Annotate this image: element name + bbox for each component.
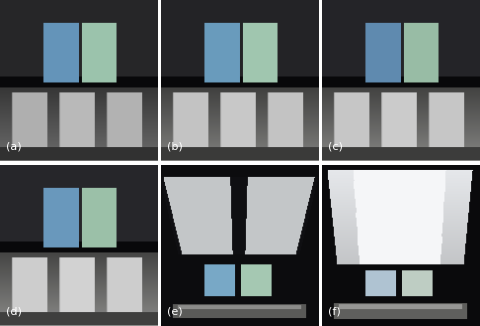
Text: (d): (d)	[6, 306, 22, 316]
Text: (c): (c)	[328, 142, 343, 152]
Text: (b): (b)	[168, 142, 183, 152]
Text: (a): (a)	[6, 142, 22, 152]
Text: (e): (e)	[168, 306, 183, 316]
Text: (f): (f)	[328, 306, 341, 316]
